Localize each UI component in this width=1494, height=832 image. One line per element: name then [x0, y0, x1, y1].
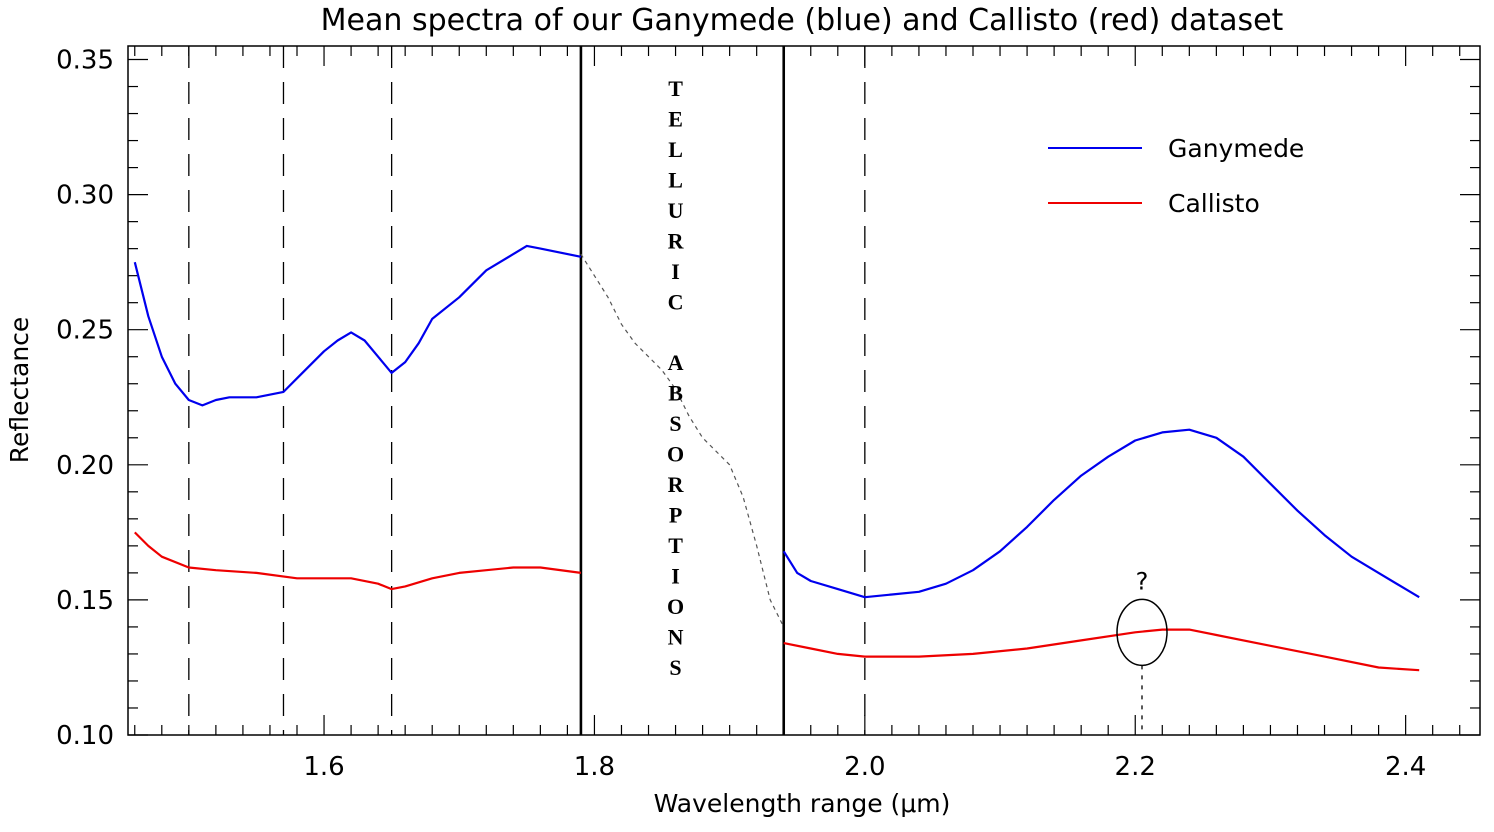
- telluric-annotation-letter: O: [667, 442, 684, 467]
- telluric-annotation-letter: C: [668, 290, 684, 315]
- telluric-annotation-letter: U: [668, 198, 684, 223]
- y-tick-label: 0.35: [56, 46, 114, 76]
- telluric-annotation-letter: I: [671, 259, 680, 284]
- series-line-ganymede: [782, 428, 1420, 599]
- plot-area: 0.10 0.15 0.20 0.25 0.30 0.35 1.6 1.8 2.0 2.2 2.4 T…: [56, 45, 1481, 782]
- y-tick-label: 0.30: [56, 181, 114, 211]
- telluric-annotation-letter: I: [671, 564, 680, 589]
- y-tick-label: 0.25: [56, 316, 114, 346]
- x-tick-label: 2.4: [1385, 752, 1426, 782]
- legend-label-ganymede: Ganymede: [1168, 134, 1304, 163]
- telluric-annotation-letter: T: [668, 76, 683, 101]
- telluric-annotation-letter: P: [669, 503, 682, 528]
- telluric-annotation-letter: E: [668, 107, 683, 132]
- telluric-annotation-letter: O: [667, 594, 684, 619]
- telluric-annotation-letter: L: [668, 168, 683, 193]
- series-line-callisto: [134, 531, 582, 591]
- telluric-annotation-letter: B: [668, 381, 683, 406]
- telluric-annotation-letter: S: [669, 655, 681, 680]
- series-line-ganymede: [133, 244, 582, 407]
- telluric-annotation-letter: A: [668, 350, 684, 375]
- y-tick-label: 0.20: [56, 451, 114, 481]
- telluric-annotation-letter: N: [668, 625, 684, 650]
- telluric-dotted-series: [580, 253, 785, 628]
- y-tick-label: 0.15: [56, 586, 114, 616]
- question-mark-annotation: ?: [1136, 567, 1149, 595]
- telluric-annotation-letter: S: [669, 411, 681, 436]
- telluric-annotation-letter: R: [668, 472, 685, 497]
- telluric-annotation-letter: T: [668, 533, 683, 558]
- y-tick-label: 0.10: [56, 721, 114, 751]
- telluric-annotation-letter: R: [668, 229, 685, 254]
- x-tick-label: 1.6: [303, 752, 344, 782]
- plot-frame: [127, 45, 1481, 736]
- telluric-annotation-letter: L: [668, 137, 683, 162]
- y-axis-label: Reflectance: [5, 317, 34, 464]
- x-axis-label: Wavelength range (μm): [654, 789, 951, 818]
- x-tick-label: 2.0: [844, 752, 885, 782]
- chart-title: Mean spectra of our Ganymede (blue) and …: [321, 3, 1284, 38]
- x-tick-label: 2.2: [1115, 752, 1156, 782]
- x-tick-label: 1.8: [574, 752, 615, 782]
- legend-label-callisto: Callisto: [1168, 189, 1260, 218]
- series-line-callisto: [783, 628, 1420, 672]
